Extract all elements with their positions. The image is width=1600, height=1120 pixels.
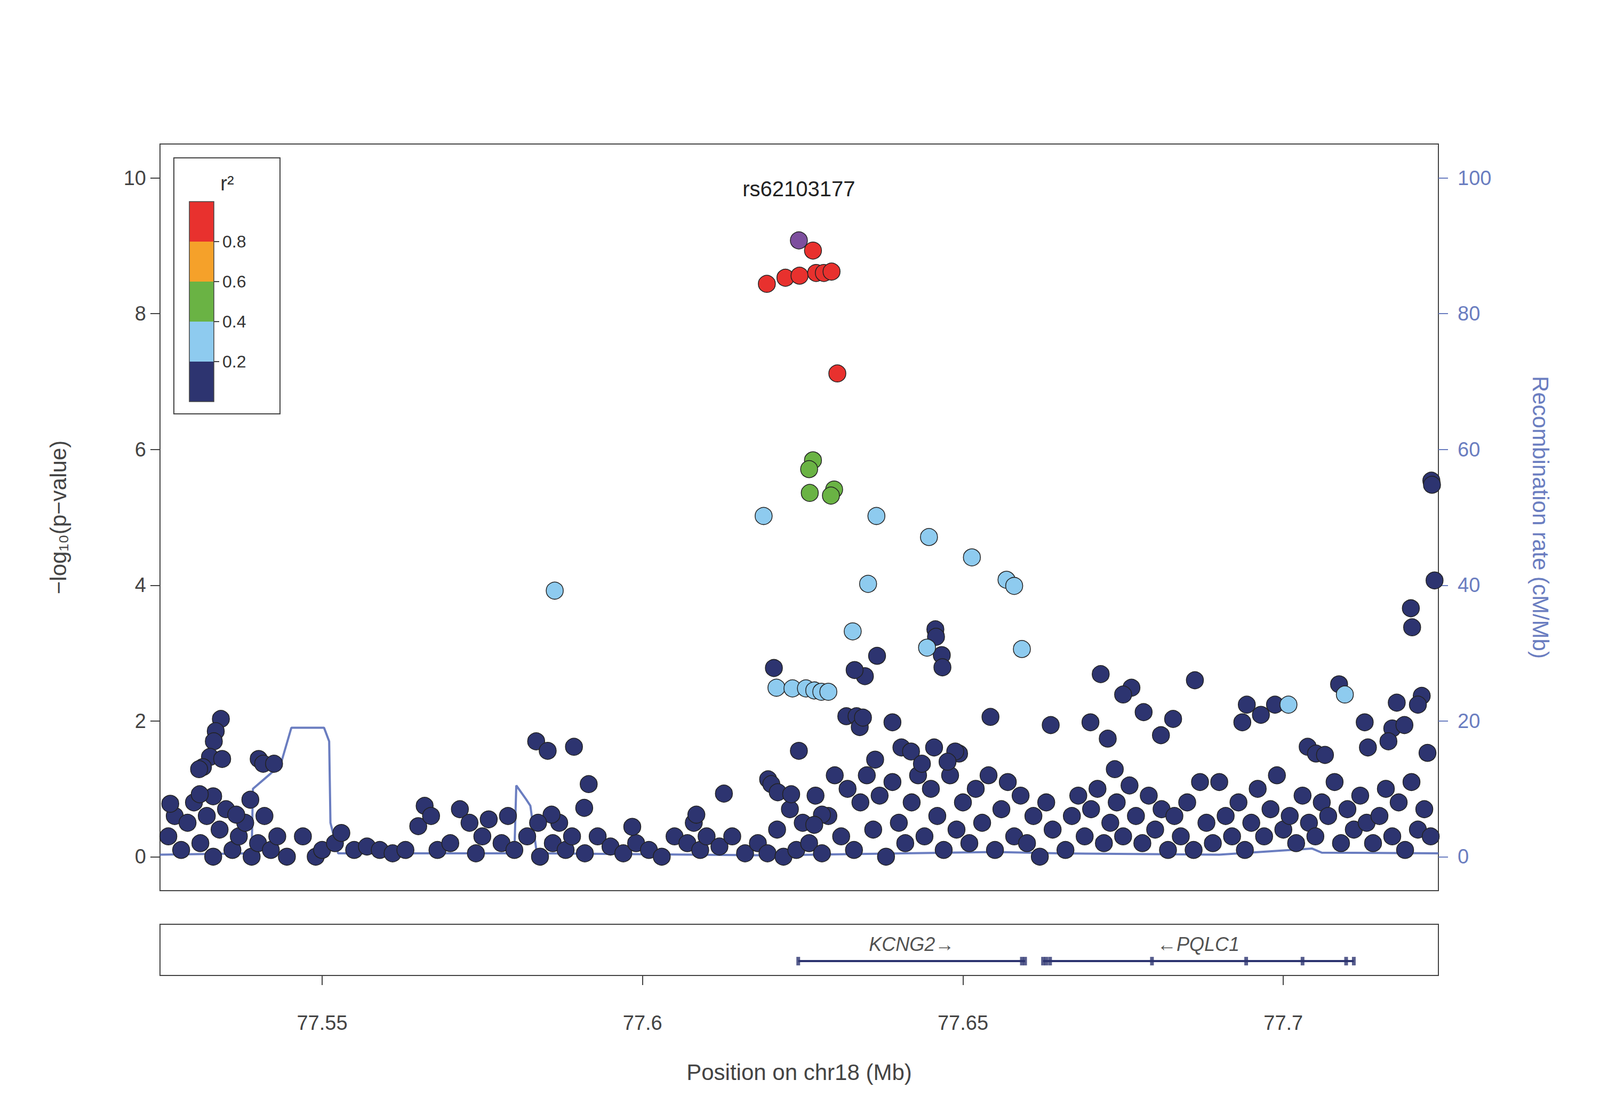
svg-text:6: 6 (134, 438, 147, 461)
svg-text:77.65: 77.65 (937, 1011, 989, 1035)
svg-text:80: 80 (1457, 302, 1480, 325)
svg-text:10: 10 (123, 166, 147, 190)
svg-text:Position on chr18 (Mb): Position on chr18 (Mb) (686, 1059, 912, 1085)
svg-text:Recombination rate (cM/Mb): Recombination rate (cM/Mb) (1528, 376, 1554, 659)
svg-text:0.4: 0.4 (222, 312, 246, 332)
svg-text:KCNG2→: KCNG2→ (868, 933, 955, 956)
svg-text:r²: r² (220, 172, 234, 195)
svg-text:77.7: 77.7 (1263, 1011, 1303, 1035)
svg-text:60: 60 (1457, 438, 1480, 461)
svg-text:0: 0 (1457, 845, 1469, 868)
svg-text:2: 2 (134, 709, 147, 733)
svg-text:−log₁₀(p−value): −log₁₀(p−value) (45, 440, 71, 595)
svg-text:←PQLC1: ←PQLC1 (1157, 933, 1240, 956)
svg-text:77.55: 77.55 (296, 1011, 348, 1035)
svg-text:0.8: 0.8 (222, 232, 246, 252)
svg-text:40: 40 (1457, 573, 1480, 597)
svg-text:20: 20 (1457, 709, 1480, 733)
svg-text:77.6: 77.6 (622, 1011, 663, 1035)
svg-text:0: 0 (134, 845, 147, 868)
svg-text:0.6: 0.6 (222, 272, 246, 292)
svg-text:rs62103177: rs62103177 (742, 177, 855, 201)
svg-text:100: 100 (1457, 166, 1492, 190)
svg-text:8: 8 (134, 302, 147, 325)
svg-text:0.2: 0.2 (222, 352, 246, 372)
svg-text:4: 4 (134, 573, 147, 597)
